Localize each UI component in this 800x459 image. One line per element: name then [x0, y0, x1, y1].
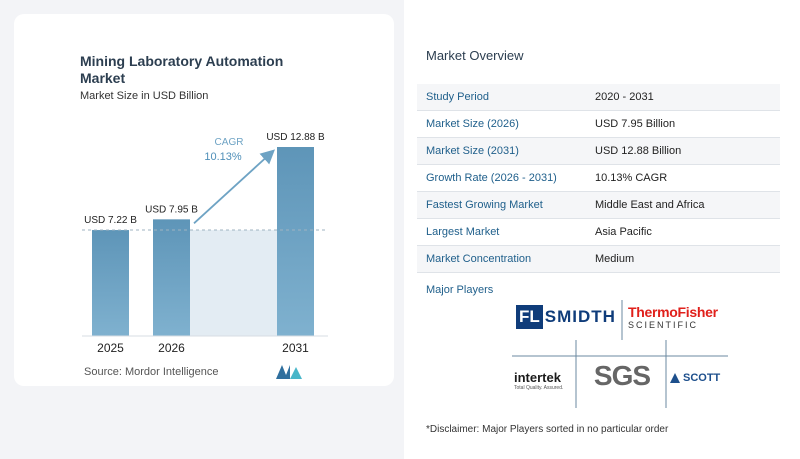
disclaimer: *Disclaimer: Major Players sorted in no …: [426, 424, 669, 435]
chart-title: Mining Laboratory Automation Market: [80, 53, 284, 86]
overview-value: Middle East and Africa: [595, 199, 705, 211]
overview-key: Fastest Growing Market: [426, 199, 543, 211]
bar-2031: [277, 147, 314, 336]
overview-row: Study Period 2020 - 2031: [417, 84, 780, 111]
flsmidth-logo-mark: FL: [516, 305, 543, 329]
thermofisher-logo-sub: SCIENTIFIC: [628, 320, 699, 330]
overview-key: Growth Rate (2026 - 2031): [426, 172, 557, 184]
overview-row: Fastest Growing Market Middle East and Af…: [417, 192, 780, 219]
cagr-label: CAGR: [215, 137, 244, 148]
overview-key: Market Size (2026): [426, 118, 519, 130]
x-tick-2031: 2031: [282, 341, 309, 355]
scott-logo: SCOTT: [670, 372, 720, 384]
cagr-arrow: [193, 149, 275, 225]
x-tick-2026: 2026: [158, 341, 185, 355]
intertek-logo-name: intertek: [514, 370, 561, 385]
data-label-2025: USD 7.22 B: [84, 215, 137, 226]
overview-value: USD 7.95 Billion: [595, 118, 676, 130]
mordor-logo: [276, 365, 302, 379]
overview-panel: [404, 0, 800, 459]
overview-row: Largest Market Asia Pacific: [417, 219, 780, 246]
overview-value: Asia Pacific: [595, 226, 652, 238]
overview-key: Market Size (2031): [426, 145, 519, 157]
flsmidth-logo: FL SMIDTH: [516, 304, 616, 330]
data-label-2026: USD 7.95 B: [145, 204, 198, 215]
overview-key: Study Period: [426, 91, 489, 103]
thermofisher-logo-name: ThermoFisher: [628, 304, 718, 320]
scott-triangle-icon: [670, 373, 680, 383]
source-note: Source: Mordor Intelligence: [84, 366, 219, 378]
overview-table: Study Period 2020 - 2031 Market Size (202…: [417, 84, 780, 273]
logo-grid-lines: [512, 300, 728, 408]
overview-row: Market Size (2031) USD 12.88 Billion: [417, 138, 780, 165]
bar-chart: USD 7.22 B 2025 USD 7.95 B 2026 USD 12.88 B 2…: [82, 132, 328, 355]
sgs-logo: SGS: [592, 359, 652, 393]
cagr-value: 10.13%: [204, 151, 242, 163]
overview-value: USD 12.88 Billion: [595, 145, 682, 157]
overview-value: 2020 - 2031: [595, 91, 654, 103]
overview-value: Medium: [595, 253, 635, 265]
overview-value: 10.13% CAGR: [595, 172, 668, 184]
sgs-logo-text: SGS: [593, 360, 651, 391]
bar-2025: [92, 230, 129, 336]
growth-shade: [190, 230, 277, 336]
overview-key: Market Concentration: [426, 253, 532, 265]
bar-2026: [153, 219, 190, 336]
major-players-title: Major Players: [426, 284, 494, 296]
overview-row: Market Concentration Medium: [417, 246, 780, 273]
chart-subtitle: Market Size in USD Billion: [80, 90, 209, 102]
overview-key: Largest Market: [426, 226, 500, 238]
overview-row: Growth Rate (2026 - 2031) 10.13% CAGR: [417, 165, 780, 192]
data-label-2031: USD 12.88 B: [266, 132, 325, 143]
intertek-logo-tagline: Total Quality. Assured.: [514, 385, 564, 391]
overview-row: Market Size (2026) USD 7.95 Billion: [417, 111, 780, 138]
scott-logo-text: SCOTT: [683, 372, 721, 384]
intertek-logo: intertek Total Quality. Assured.: [514, 370, 563, 391]
flsmidth-logo-text: SMIDTH: [544, 307, 616, 326]
thermofisher-logo: ThermoFisher SCIENTIFIC: [628, 304, 718, 330]
overview-title: Market Overview: [426, 48, 524, 63]
x-tick-2025: 2025: [97, 341, 124, 355]
